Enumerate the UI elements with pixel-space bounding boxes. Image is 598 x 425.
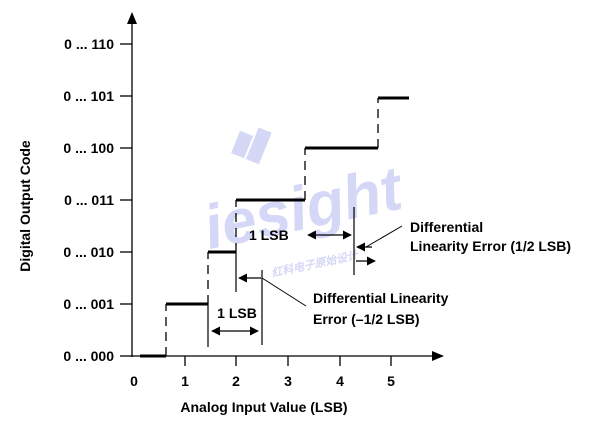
dnl-positive-leader bbox=[365, 225, 403, 248]
dimension-extension-lines bbox=[207, 207, 355, 347]
staircase bbox=[140, 96, 409, 358]
y-tick-label: 0 ... 010 bbox=[63, 244, 114, 260]
x-tick-label: 1 bbox=[181, 373, 189, 389]
y-tick-labels: 0 ... 000 0 ... 001 0 ... 010 0 ... 011 … bbox=[63, 36, 114, 364]
transition-risers bbox=[165, 98, 379, 356]
y-tick-label: 0 ... 101 bbox=[63, 88, 114, 104]
x-tick-label: 4 bbox=[336, 373, 344, 389]
watermark-text: iesight bbox=[198, 153, 410, 263]
x-axis-title: Analog Input Value (LSB) bbox=[180, 399, 347, 415]
dnl-negative-leader bbox=[261, 277, 307, 307]
y-tick-label: 0 ... 011 bbox=[64, 192, 114, 208]
y-tick-label: 0 ... 001 bbox=[63, 296, 114, 312]
lsb-lower-label: 1 LSB bbox=[217, 305, 257, 321]
y-tick-label: 0 ... 110 bbox=[64, 36, 114, 52]
dnl-positive-label-line2: Linearity Error (1/2 LSB) bbox=[410, 238, 571, 254]
x-axis-ticks bbox=[184, 356, 392, 366]
x-tick-labels: 0 1 2 3 4 5 bbox=[130, 373, 395, 389]
dnl-positive-label-line1: Differential bbox=[410, 219, 483, 235]
dnl-negative-label-line1: Differential Linearity bbox=[313, 290, 449, 306]
y-axis-title: Digital Output Code bbox=[17, 140, 33, 272]
y-axis-arrowhead bbox=[127, 12, 137, 24]
x-tick-label: 0 bbox=[130, 373, 138, 389]
x-tick-label: 2 bbox=[232, 373, 240, 389]
y-tick-label: 0 ... 000 bbox=[63, 348, 114, 364]
y-axis-ticks bbox=[120, 43, 132, 357]
dnl-negative-label-line2: Error (–1/2 LSB) bbox=[313, 311, 420, 327]
x-tick-label: 3 bbox=[284, 373, 292, 389]
y-tick-label: 0 ... 100 bbox=[63, 140, 114, 156]
watermark-subtext: 红科电子原始设计 bbox=[270, 248, 361, 279]
x-axis-arrowhead bbox=[432, 351, 444, 361]
lsb-upper-label: 1 LSB bbox=[249, 227, 289, 243]
x-tick-label: 5 bbox=[387, 373, 395, 389]
